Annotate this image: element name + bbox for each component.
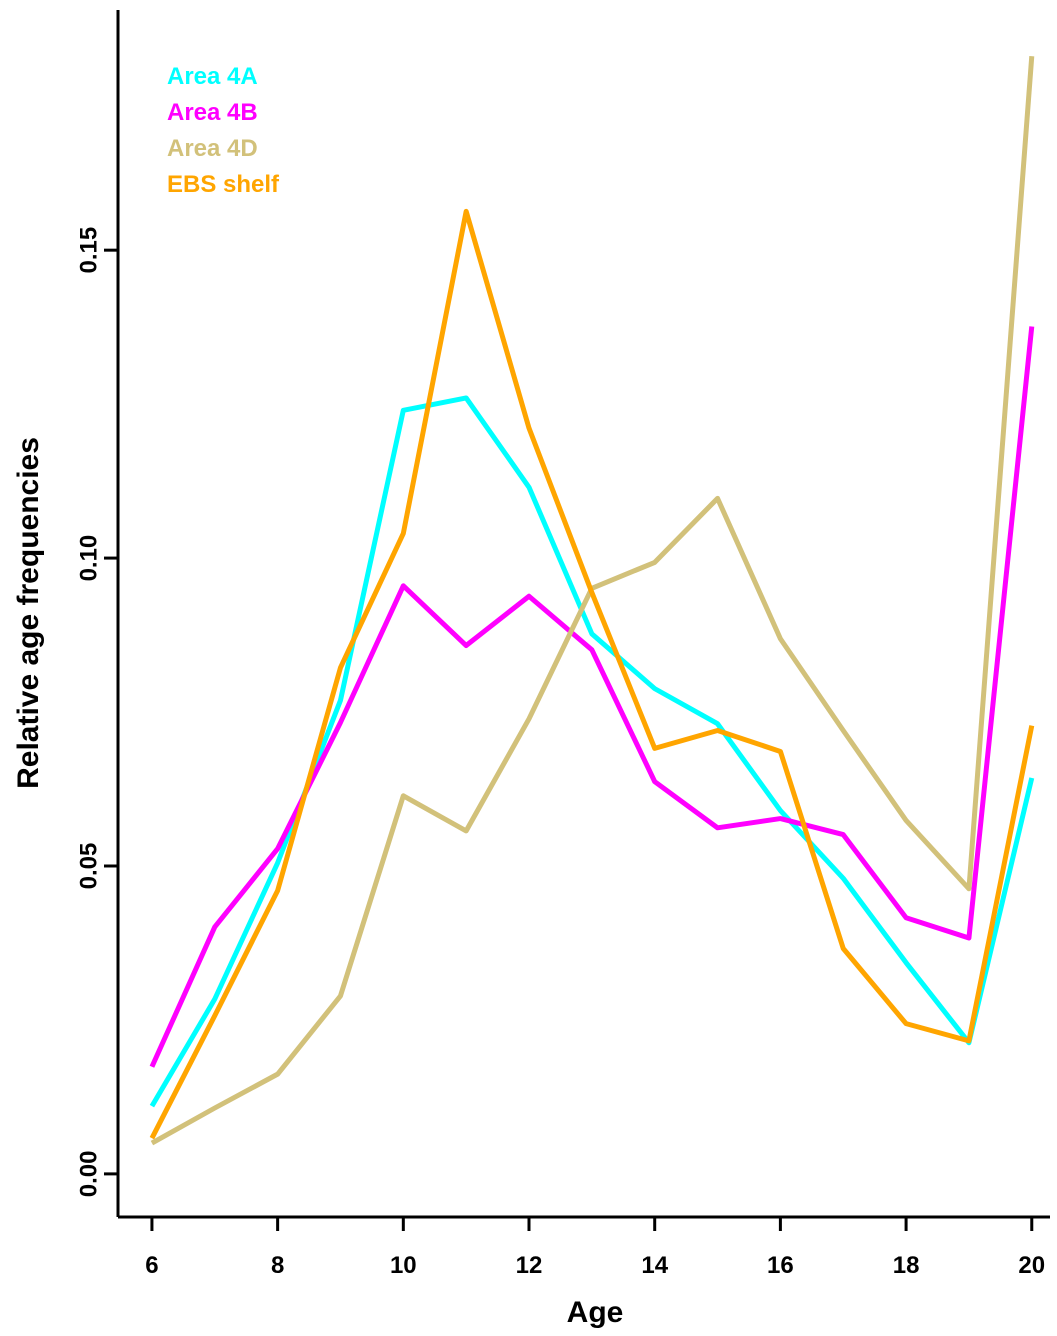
line-series [149, 326, 1035, 1068]
legend-entry: Area 4A [167, 63, 258, 90]
legend-entry: Area 4B [167, 99, 258, 126]
legend-entry: Area 4D [167, 135, 258, 162]
y-tick-label: 0.05 [75, 843, 102, 890]
x-tick-label: 12 [516, 1252, 543, 1279]
x-tick-label: 6 [145, 1252, 158, 1279]
x-tick-label: 16 [767, 1252, 794, 1279]
x-tick-label: 14 [641, 1252, 668, 1279]
x-tick-label: 10 [390, 1252, 417, 1279]
y-tick-label: 0.15 [75, 227, 102, 274]
x-tick-label: 18 [893, 1252, 920, 1279]
legend-entry: EBS shelf [167, 171, 280, 198]
line-series [150, 55, 1035, 1146]
x-tick-label: 20 [1018, 1252, 1045, 1279]
y-axis-title: Relative age frequencies [12, 437, 45, 789]
x-axis-title: Age [567, 1296, 624, 1329]
y-tick-label: 0.10 [75, 535, 102, 582]
y-tick-label: 0.00 [75, 1151, 102, 1198]
line-series [149, 395, 1035, 1108]
x-tick-label: 8 [271, 1252, 284, 1279]
line-series [149, 208, 1035, 1140]
